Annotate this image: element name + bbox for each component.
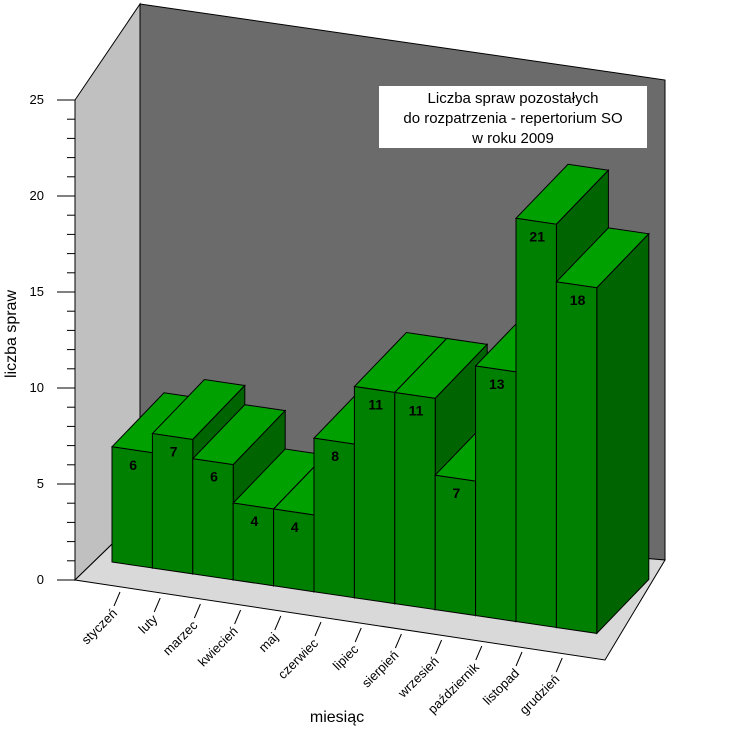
bar-front-face [394, 391, 436, 611]
y-axis: 0 5 10 15 20 25 [30, 92, 76, 587]
x-tick-label: luty [135, 611, 160, 636]
bar-value-label: 11 [409, 402, 424, 418]
y-axis-title: liczba spraw [3, 290, 20, 378]
bar-value-label: 13 [489, 376, 505, 392]
y-tick-label: 10 [30, 380, 44, 395]
y-tick-label: 20 [30, 188, 44, 203]
y-tick-label: 25 [30, 92, 44, 107]
x-tick [354, 627, 362, 643]
bar-value-label: 7 [453, 485, 461, 501]
x-tick [394, 633, 402, 649]
x-tick-label: wrzesień [394, 654, 442, 702]
x-tick [153, 597, 161, 613]
bar-value-label: 8 [331, 448, 339, 464]
x-axis-title: miesiąc [310, 709, 364, 726]
x-tick-label: maj [255, 629, 280, 654]
bar-front-face [515, 217, 557, 629]
x-tick-label: marzec [160, 617, 201, 658]
x-tick [234, 609, 242, 625]
bar-value-label: 7 [170, 444, 178, 460]
bar-side-face [596, 232, 650, 635]
x-tick-label: kwiecień [195, 624, 241, 670]
y-tick-label: 5 [37, 476, 44, 491]
bar-value-label: 4 [291, 519, 299, 535]
x-tick [515, 651, 523, 667]
y-tick-label: 0 [37, 572, 44, 587]
bar-front-face [555, 281, 598, 634]
chart-title-line-1: Liczba spraw pozostałych [428, 90, 599, 107]
x-tick [475, 645, 483, 661]
bar-value-label: 6 [129, 457, 137, 473]
x-tick-label: listopad [480, 666, 522, 708]
chart-title-line-3: w roku 2009 [471, 130, 554, 147]
y-tick-label: 15 [30, 284, 44, 299]
bar-front-face [353, 385, 396, 605]
bar-front-face [475, 365, 517, 623]
x-tick [314, 621, 322, 637]
chart-title-background [379, 86, 647, 148]
x-tick-label: czerwiec [275, 635, 322, 682]
x-tick-label: grudzień [516, 672, 562, 718]
bars: 6 7 6 4 4 8 11 11 7 13 21 18 [110, 163, 650, 635]
bar-value-label: 21 [529, 228, 545, 244]
x-tick [113, 591, 121, 607]
bar-front-face [151, 432, 194, 575]
x-tick [274, 615, 282, 631]
x-tick [193, 603, 201, 619]
bar-value-label: 18 [570, 292, 586, 308]
x-tick [555, 657, 563, 673]
x-tick-label: sierpień [359, 648, 402, 691]
x-tick-label: styczeń [78, 606, 120, 648]
x-tick [435, 639, 443, 655]
bar-value-label: 6 [210, 469, 218, 485]
chart-title-line-2: do rozpatrzenia - repertorium SO [403, 110, 622, 127]
x-tick-label: lipiec [330, 641, 362, 673]
bar: 18 [555, 227, 650, 635]
bar-value-label: 11 [368, 397, 383, 413]
bar-front-face [192, 458, 234, 581]
bar-value-label: 4 [251, 513, 259, 529]
chart-title-box: Liczba spraw pozostałych do rozpatrzenia… [379, 86, 647, 148]
